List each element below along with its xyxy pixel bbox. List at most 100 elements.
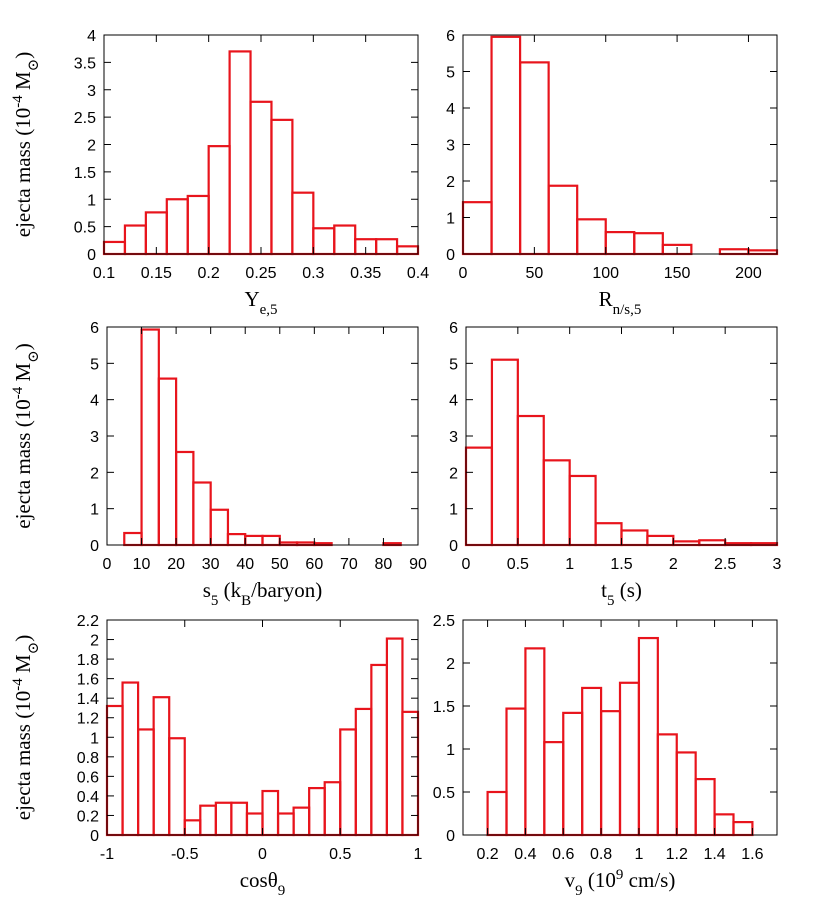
y-tick-label: 0 [90,828,99,845]
y-tick-label: 2 [90,633,99,650]
bar [675,751,697,837]
bar [370,663,389,837]
x-tick-label: 150 [664,265,691,282]
y-tick-label: 6 [90,320,99,337]
label-script: 9 [616,867,624,883]
label-text: (s) [614,578,641,602]
x-tick-label: 0.35 [350,265,381,282]
y-tick-label: 2 [87,138,96,155]
bar [576,218,607,256]
x-tick-label: 0.4 [514,846,536,863]
x-tick-label: 100 [592,265,619,282]
bar [123,224,147,256]
bar [354,707,373,837]
x-tick-label: 1 [414,846,423,863]
label-text: cm/s) [623,868,675,892]
bar [228,50,252,256]
y-tick-label: 1.5 [74,165,96,182]
x-tick-label: 0 [103,556,112,573]
y-tick-label: 4 [87,28,96,45]
label-text: R [599,287,613,311]
x-tick-label: 0.4 [407,265,429,282]
x-axis-label: s5 (kB/baryon) [203,578,323,609]
bar [542,459,571,547]
x-axis-label: Ye,5 [244,287,277,318]
panel: -1 -0.5 0 0.5 1 0 0.2 0.4 0.6 0.8 1 1.2 1.4 1.6 1.8 2 2.… [10,613,423,899]
x-tick-label: 20 [167,556,185,573]
label-text: t [601,578,607,602]
y-tick-label: 0 [90,538,99,555]
y-tick-label: 2 [446,656,455,673]
bar [490,358,519,547]
bar [516,414,545,547]
panel: 0.2 0.4 0.6 0.8 1 1.2 1.4 1.600.511.522.5v9 (10… [433,613,778,899]
y-tick-label: 5 [446,65,455,82]
y-axis-label: ejecta mass (10-4 M⊙) [10,343,42,528]
label-text: ) [11,343,35,350]
label-text: ejecta mass (10 [11,108,35,237]
label-script: ⊙ [26,350,42,363]
bar [524,647,546,837]
bar [249,100,273,256]
y-tick-label: 0.4 [77,789,99,806]
y-tick-label: 0 [449,538,458,555]
x-tick-label: 50 [525,265,543,282]
y-tick-label: 6 [449,320,458,337]
bar [270,118,294,256]
y-tick-label: 1.8 [77,652,99,669]
bar [140,328,160,547]
y-tick-label: 1 [449,502,458,519]
x-tick-label: 1 [634,846,643,863]
bar [261,789,280,837]
bar [276,812,295,837]
x-tick-label: 40 [236,556,254,573]
x-tick-label: 0.1 [93,265,115,282]
y-tick-label: 1 [446,211,455,228]
y-tick-label: 0 [87,247,96,264]
bar [165,198,189,256]
y-tick-label: 6 [446,28,455,45]
y-tick-label: 1 [446,742,455,759]
y-tick-label: 0.2 [77,808,99,825]
label-script: ⊙ [26,642,42,655]
label-script: B [241,593,251,609]
plot-frame [462,619,778,836]
bar [486,790,508,837]
x-axis-label: v9 (109 cm/s) [565,867,676,899]
x-tick-label: 10 [133,556,151,573]
x-tick-label: 0.6 [552,846,574,863]
bar [175,450,195,547]
x-tick-label: 1.4 [703,846,725,863]
x-tick-label: 30 [202,556,220,573]
bar [199,804,217,837]
x-tick-label: 0 [258,846,267,863]
label-text: (10 [583,868,616,892]
y-tick-label: 0.5 [433,785,455,802]
bar [183,819,202,837]
y-axis-label: ejecta mass (10-4 M⊙) [10,635,42,820]
x-tick-label: 0 [462,556,471,573]
bar [333,224,357,256]
bar [599,710,622,837]
y-tick-label: 0.8 [77,750,99,767]
label-text: s [203,578,211,602]
y-tick-label: 5 [449,356,458,373]
x-tick-label: 50 [271,556,289,573]
y-tick-label: 2.5 [433,613,455,630]
y-tick-label: 3 [446,138,455,155]
bar [192,481,212,547]
bar [568,474,597,547]
y-tick-label: 4 [90,393,99,410]
bar [581,686,603,837]
bar [207,145,231,256]
bar [698,539,727,547]
y-tick-label: 1.6 [77,672,99,689]
y-tick-label: 0 [446,828,455,845]
bar [718,248,750,256]
y-tick-label: 1.5 [433,699,455,716]
y-tick-label: 1 [87,192,96,209]
label-script: 5 [211,593,219,609]
panel: 0 50 100 150 200 0 1 2 3 4 5 6 Rn/s,5 [446,28,779,318]
